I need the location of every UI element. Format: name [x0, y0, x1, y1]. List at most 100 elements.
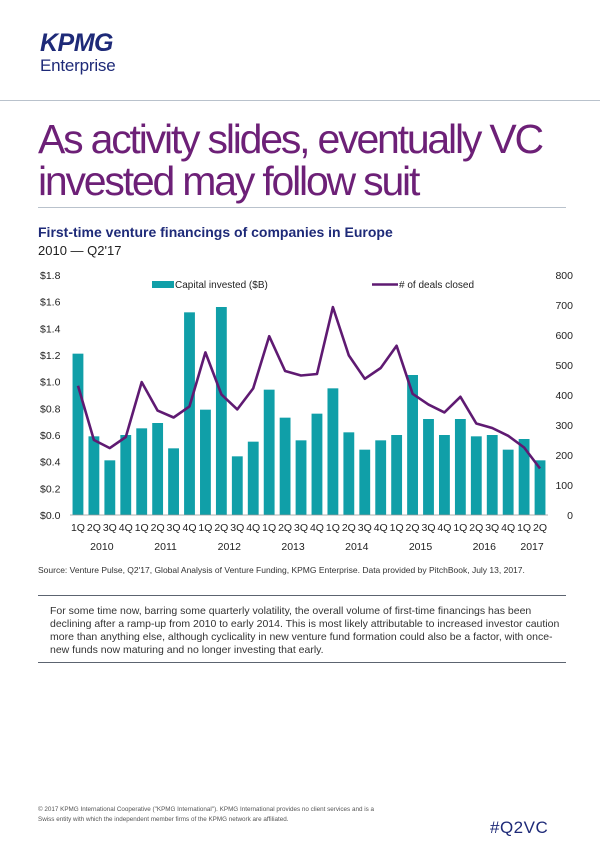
bar-capital-invested — [215, 307, 227, 515]
x-axis-quarter-label: 2Q — [87, 522, 101, 534]
hashtag: #Q2VC — [490, 818, 549, 837]
x-axis-quarter-label: 1Q — [198, 522, 212, 534]
chart-subtitle: 2010 — Q2'17 — [38, 243, 122, 258]
x-axis-quarter-label: 1Q — [390, 522, 404, 534]
x-axis-year-label: 2010 — [90, 541, 114, 553]
body-bottom-rule — [38, 662, 566, 663]
bar-capital-invested — [518, 439, 530, 515]
right-axis-tick-label: 700 — [555, 300, 573, 312]
x-axis-quarter-label: 4Q — [182, 522, 196, 534]
x-axis-quarter-label: 2Q — [151, 522, 165, 534]
source-note: Source: Venture Pulse, Q2'17, Global Ana… — [38, 565, 525, 575]
x-axis-quarter-label: 4Q — [501, 522, 515, 534]
bar-capital-invested — [359, 449, 371, 515]
x-axis-quarter-label: 1Q — [326, 522, 340, 534]
right-axis-tick-label: 500 — [555, 360, 573, 372]
x-axis-quarter-label: 1Q — [135, 522, 149, 534]
bar-capital-invested — [104, 460, 116, 515]
top-divider — [0, 100, 600, 101]
bar-capital-invested — [343, 432, 355, 515]
copyright-footer: © 2017 KPMG International Cooperative ("… — [38, 806, 375, 823]
legend-swatch-bar — [152, 281, 174, 288]
x-axis-quarter-label: 1Q — [517, 522, 531, 534]
bar-capital-invested — [375, 440, 387, 515]
bar-capital-invested — [470, 436, 482, 515]
bar-capital-invested — [454, 419, 466, 515]
bar-capital-invested — [168, 448, 179, 515]
x-axis-year-label: 2011 — [154, 541, 177, 553]
x-axis-quarter-label: 4Q — [437, 522, 451, 534]
combo-chart: $0.0 $0.2 $0.4 $0.6 $0.8 $1.0 $1.2 $1.4 $1.6 $1.8… — [40, 270, 573, 553]
x-axis-quarter-label: 4Q — [310, 522, 324, 534]
bar-capital-invested — [327, 388, 339, 515]
left-axis-tick-label: $1.2 — [40, 350, 61, 362]
right-axis-tick-label: 300 — [555, 420, 573, 432]
right-axis-tick-label: 200 — [555, 450, 573, 462]
x-axis-year-label: 2012 — [218, 541, 242, 553]
left-axis-tick-label: $1.8 — [40, 270, 61, 282]
x-axis-quarter-label: 2Q — [278, 522, 292, 534]
bar-capital-invested — [423, 419, 434, 515]
bar-capital-invested — [502, 449, 514, 515]
x-axis-quarter-label: 3Q — [167, 522, 181, 534]
bar-capital-invested — [407, 375, 418, 515]
bar-capital-invested — [231, 456, 243, 515]
body-top-rule — [38, 595, 566, 596]
x-axis-quarter-label: 3Q — [294, 522, 308, 534]
x-axis-year-label: 2014 — [345, 541, 369, 553]
x-axis-quarter-label: 2Q — [533, 522, 547, 534]
bar-capital-invested — [247, 441, 259, 515]
logo-subtitle: Enterprise — [40, 56, 116, 75]
right-axis-tick-label: 100 — [555, 480, 573, 492]
bar-capital-invested — [263, 389, 275, 515]
x-axis-quarter-label: 1Q — [71, 522, 85, 534]
logo-brand: KPMG — [40, 29, 114, 57]
body-paragraph: For some time now, barring some quarterl… — [50, 605, 560, 656]
bar-capital-invested — [279, 417, 291, 515]
x-axis-quarter-label: 3Q — [358, 522, 372, 534]
x-axis-year-label: 2015 — [409, 541, 433, 553]
chart-title: First-time venture financings of compani… — [38, 224, 393, 240]
left-axis-tick-label: $0.0 — [40, 510, 61, 522]
x-axis-quarter-label: 2Q — [214, 522, 228, 534]
x-axis-quarter-label: 1Q — [262, 522, 276, 534]
bar-capital-invested — [184, 312, 195, 515]
kpmg-logo: KPMG Enterprise — [40, 30, 120, 76]
left-axis-tick-label: $0.4 — [40, 457, 61, 469]
x-axis-quarter-label: 2Q — [469, 522, 483, 534]
x-axis-quarter-label: 4Q — [119, 522, 133, 534]
page-headline: As activity slides, eventually VC invest… — [38, 116, 544, 204]
bar-capital-invested — [88, 436, 100, 515]
x-axis-year-label: 2017 — [520, 541, 544, 553]
bar-capital-invested — [295, 440, 307, 515]
bar-capital-invested — [486, 435, 498, 515]
legend-label-line: # of deals closed — [399, 280, 474, 291]
right-axis-tick-label: 800 — [555, 270, 573, 282]
bar-capital-invested — [311, 413, 323, 515]
x-axis-quarter-label: 1Q — [453, 522, 467, 534]
bar-capital-invested — [120, 435, 132, 515]
legend-label-bar: Capital invested ($B) — [175, 280, 268, 291]
left-axis-tick-label: $1.0 — [40, 377, 61, 389]
bar-capital-invested — [152, 423, 164, 515]
bar-capital-invested — [72, 353, 84, 515]
left-axis-tick-label: $0.2 — [40, 483, 61, 495]
x-axis-quarter-label: 2Q — [406, 522, 420, 534]
bar-capital-invested — [534, 460, 546, 515]
bar-capital-invested — [439, 435, 450, 515]
right-axis-tick-label: 600 — [555, 330, 573, 342]
x-axis-quarter-label: 3Q — [485, 522, 499, 534]
x-axis-quarter-label: 4Q — [246, 522, 260, 534]
left-axis-tick-label: $0.6 — [40, 430, 61, 442]
line-deals-closed — [76, 305, 542, 470]
left-axis-tick-label: $1.6 — [40, 297, 61, 309]
bar-capital-invested — [136, 428, 148, 515]
bar-capital-invested — [200, 409, 211, 515]
left-axis-tick-label: $1.4 — [40, 323, 61, 335]
left-axis-tick-label: $0.8 — [40, 403, 61, 415]
headline-divider — [38, 207, 566, 208]
x-axis-year-label: 2016 — [473, 541, 497, 553]
x-axis-year-label: 2013 — [281, 541, 305, 553]
right-axis-tick-label: 0 — [567, 510, 573, 522]
x-axis-quarter-label: 3Q — [230, 522, 244, 534]
